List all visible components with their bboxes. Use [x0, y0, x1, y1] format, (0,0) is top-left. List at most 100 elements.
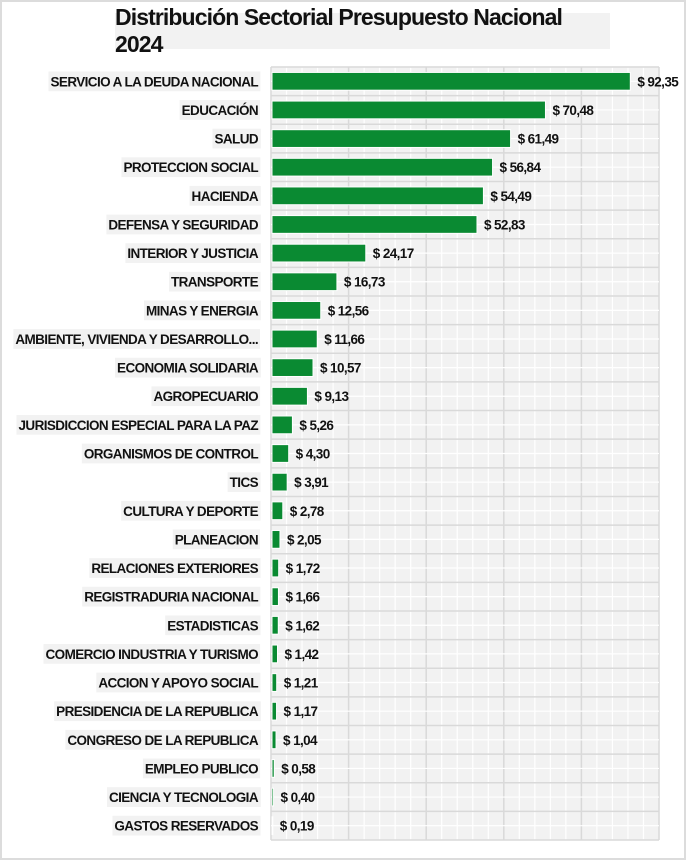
- category-label: AGROPECUARIO: [153, 389, 258, 404]
- category-label-background: [65, 729, 261, 750]
- bar: [271, 272, 338, 292]
- category-label: INTERIOR Y JUSTICIA: [127, 246, 258, 261]
- category-label: CIENCIA Y TECNOLOGIA: [109, 790, 259, 805]
- value-label: $ 12,56: [328, 303, 370, 318]
- bar: [271, 100, 546, 120]
- category-label-background: [227, 472, 261, 493]
- bar: [271, 615, 279, 635]
- category-label-background: [13, 329, 260, 349]
- value-label: $ 16,73: [344, 275, 386, 290]
- bar: [271, 644, 279, 664]
- category-label-background: [168, 271, 261, 292]
- category-label: RELACIONES EXTERIORES: [91, 561, 258, 576]
- value-label: $ 24,17: [373, 246, 414, 261]
- category-label: ESTADISTICAS: [167, 618, 258, 633]
- category-label: TICS: [230, 475, 259, 490]
- category-label-background: [54, 701, 261, 722]
- category-label: HACIENDA: [192, 189, 259, 204]
- category-label-background: [96, 672, 261, 693]
- bar: [271, 759, 275, 778]
- bar: [271, 501, 284, 521]
- category-label: ACCION Y APOYO SOCIAL: [98, 676, 258, 691]
- category-label: CONGRESO DE LA REPUBLICA: [67, 733, 258, 748]
- category-label-background: [115, 357, 261, 378]
- category-label: MINAS Y ENERGIA: [146, 303, 259, 318]
- category-label: SALUD: [215, 132, 259, 147]
- bar: [271, 701, 278, 721]
- category-label: JURISDICCION ESPECIAL PARA LA PAZ: [19, 418, 259, 433]
- category-label: CULTURA Y DEPORTE: [123, 504, 258, 519]
- value-label: $ 1,17: [284, 704, 318, 719]
- category-label: COMERCIO INDUSTRIA Y TURISMO: [46, 647, 259, 662]
- category-label: EMPLEO PUBLICO: [145, 761, 258, 776]
- category-label-background: [179, 100, 260, 120]
- value-label: $ 9,13: [314, 389, 349, 404]
- bar: [271, 730, 277, 750]
- category-label-background: [106, 214, 261, 235]
- value-label: $ 11,66: [324, 332, 365, 347]
- value-label: $ 0,19: [280, 819, 314, 834]
- value-label: $ 10,57: [320, 361, 361, 376]
- category-label-background: [112, 815, 261, 836]
- bar: [271, 329, 318, 349]
- category-label-background: [142, 758, 261, 779]
- bar: [271, 157, 494, 177]
- category-label-background: [121, 500, 261, 521]
- category-label-background: [172, 529, 260, 550]
- bar: [271, 816, 274, 836]
- category-label: SERVICIO A LA DEUDA NACIONAL: [51, 74, 259, 89]
- bar: [271, 186, 484, 206]
- bar: [271, 415, 293, 435]
- category-label-background: [212, 128, 261, 149]
- bar: [271, 558, 280, 578]
- category-label: AMBIENTE, VIVIENDA Y DESARROLLO...: [15, 332, 258, 347]
- bar: [271, 129, 512, 148]
- bar: [271, 673, 278, 692]
- bar: [271, 587, 279, 607]
- bar: [271, 300, 322, 320]
- value-label: $ 1,04: [283, 733, 318, 748]
- category-label-background: [106, 787, 261, 807]
- category-label-background: [43, 644, 261, 664]
- bar: [271, 472, 288, 492]
- bar: [271, 444, 290, 463]
- value-label: $ 61,49: [518, 132, 559, 147]
- bar: [271, 358, 314, 377]
- value-label: $ 56,84: [500, 160, 542, 175]
- value-label: $ 1,21: [284, 676, 319, 691]
- value-label: $ 52,83: [484, 217, 526, 232]
- category-label-background: [16, 414, 261, 435]
- value-label: $ 54,49: [490, 189, 531, 204]
- value-label: $ 1,72: [286, 561, 320, 576]
- category-label: EDUCACIÓN: [182, 103, 258, 118]
- category-label-background: [121, 157, 261, 178]
- bar: [271, 243, 367, 263]
- category-label-background: [189, 185, 261, 206]
- category-label: DEFENSA Y SEGURIDAD: [108, 217, 258, 232]
- category-label-background: [82, 586, 261, 607]
- value-label: $ 70,48: [552, 103, 594, 118]
- bar: [271, 71, 631, 91]
- value-label: $ 3,91: [294, 475, 329, 490]
- category-label-background: [89, 558, 261, 578]
- value-label: $ 5,26: [299, 418, 334, 433]
- bar: [271, 386, 308, 406]
- category-label-background: [48, 71, 261, 92]
- category-label: PRESIDENCIA DE LA REPUBLICA: [56, 704, 259, 719]
- value-label: $ 4,30: [296, 447, 330, 462]
- category-label-background: [125, 243, 261, 263]
- value-label: $ 2,78: [290, 504, 325, 519]
- category-label-background: [151, 386, 261, 407]
- value-label: $ 0,58: [281, 761, 316, 776]
- category-label: GASTOS RESERVADOS: [114, 819, 258, 834]
- category-label-background: [143, 300, 261, 321]
- category-label: TRANSPORTE: [171, 275, 259, 290]
- category-label: ECONOMIA SOLIDARIA: [117, 361, 259, 376]
- bar: [271, 787, 275, 807]
- value-label: $ 2,05: [287, 532, 322, 547]
- category-label: ORGANISMOS DE CONTROL: [84, 447, 259, 462]
- category-label: PLANEACION: [175, 532, 258, 547]
- category-label-background: [81, 443, 261, 464]
